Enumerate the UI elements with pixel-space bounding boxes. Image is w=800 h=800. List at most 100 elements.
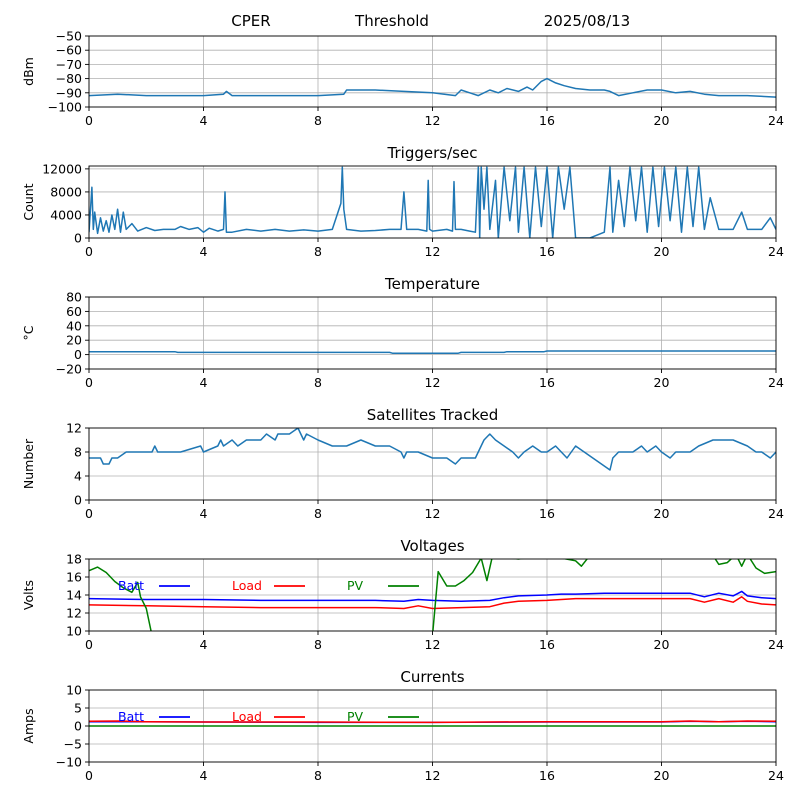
satellites-tracked-series-line xyxy=(89,428,776,471)
y-tick-label: 8 xyxy=(74,445,82,460)
header-site: CPER xyxy=(231,12,270,30)
voltages-series-batt xyxy=(89,590,776,603)
x-tick-label: 8 xyxy=(314,506,322,521)
y-tick-label: −100 xyxy=(48,100,82,115)
voltages-series-pv xyxy=(89,559,776,631)
x-tick-label: 8 xyxy=(314,244,322,259)
y-tick-label: 12 xyxy=(66,421,82,436)
y-tick-label: −80 xyxy=(56,71,82,86)
y-tick-label: 10 xyxy=(66,683,82,698)
x-tick-label: 20 xyxy=(654,637,670,652)
satellites-tracked-title: Satellites Tracked xyxy=(367,406,498,424)
x-tick-label: 20 xyxy=(654,375,670,390)
x-tick-label: 12 xyxy=(425,375,441,390)
voltages-series-load xyxy=(89,596,776,610)
y-tick-label: 60 xyxy=(66,304,82,319)
x-tick-label: 0 xyxy=(85,768,93,783)
signal-level-series-line xyxy=(89,77,776,98)
legend-label-batt: Batt xyxy=(118,578,144,593)
temperature-series-line xyxy=(89,350,776,354)
x-tick-label: 12 xyxy=(425,768,441,783)
x-tick-label: 20 xyxy=(654,113,670,128)
y-tick-label: 0 xyxy=(74,231,82,246)
x-tick-label: 16 xyxy=(539,768,555,783)
y-tick-label: 0 xyxy=(74,719,82,734)
y-tick-label: 5 xyxy=(74,701,82,716)
y-tick-label: 4000 xyxy=(50,207,82,222)
x-tick-label: 4 xyxy=(200,637,208,652)
x-tick-label: 4 xyxy=(200,506,208,521)
y-tick-label: 0 xyxy=(74,493,82,508)
y-tick-label: −20 xyxy=(56,362,82,377)
satellites-tracked-panel: 0 4 8 12 16 20 24 0 4 8 12 Satellites Tracked Number xyxy=(21,406,784,521)
x-tick-label: 24 xyxy=(768,768,784,783)
x-tick-label: 24 xyxy=(768,506,784,521)
y-tick-label: −70 xyxy=(56,57,82,72)
y-tick-label: 12 xyxy=(66,606,82,621)
temperature-ylabel: °C xyxy=(21,325,36,340)
signal-level-ylabel: dBm xyxy=(21,57,36,86)
x-tick-label: 4 xyxy=(200,375,208,390)
x-tick-label: 16 xyxy=(539,375,555,390)
currents-title: Currents xyxy=(400,668,464,686)
header-mode: Threshold xyxy=(354,12,429,30)
x-tick-label: 16 xyxy=(539,113,555,128)
x-tick-label: 4 xyxy=(200,113,208,128)
y-tick-label: 16 xyxy=(66,570,82,585)
y-tick-label: 18 xyxy=(66,552,82,567)
x-tick-label: 8 xyxy=(314,375,322,390)
legend-label-pv: PV xyxy=(347,709,364,724)
x-tick-label: 0 xyxy=(85,506,93,521)
signal-level-panel: 0 4 8 12 16 20 24 −100−90−80−70−60−50 dBm xyxy=(21,29,784,129)
x-tick-label: 0 xyxy=(85,375,93,390)
x-tick-label: 12 xyxy=(425,244,441,259)
satellites-tracked-ylabel: Number xyxy=(21,438,36,489)
x-tick-label: 16 xyxy=(539,637,555,652)
y-tick-label: 10 xyxy=(66,624,82,639)
y-tick-label: 80 xyxy=(66,290,82,305)
legend-label-load: Load xyxy=(232,709,262,724)
triggers-sec-panel: 0 4 8 12 16 20 24 0 4000 8000 12000 Triggers/sec Cou… xyxy=(21,144,784,259)
currents-panel: 0 4 8 12 16 20 24 −10 −5 0 5 10 Currents Amps Batt Load… xyxy=(21,668,784,783)
temperature-title: Temperature xyxy=(384,275,480,293)
x-tick-label: 4 xyxy=(200,244,208,259)
x-tick-label: 8 xyxy=(314,113,322,128)
voltages-title: Voltages xyxy=(400,537,464,555)
x-tick-label: 24 xyxy=(768,113,784,128)
legend-label-pv: PV xyxy=(347,578,364,593)
y-tick-label: 12000 xyxy=(42,161,82,176)
x-tick-label: 20 xyxy=(654,768,670,783)
x-tick-label: 16 xyxy=(539,506,555,521)
y-tick-label: 20 xyxy=(66,333,82,348)
legend-label-batt: Batt xyxy=(118,709,144,724)
voltages-panel: 0 4 8 12 16 20 24 10 12 14 16 18 Voltages Volts Batt Lo… xyxy=(21,537,784,652)
y-tick-label: −90 xyxy=(56,85,82,100)
y-tick-label: 4 xyxy=(74,469,82,484)
y-tick-label: −10 xyxy=(56,755,82,770)
x-tick-label: 0 xyxy=(85,244,93,259)
triggers-sec-series-line xyxy=(89,166,776,238)
x-tick-label: 24 xyxy=(768,637,784,652)
figure-header: CPER Threshold 2025/08/13 xyxy=(231,12,630,30)
x-tick-label: 12 xyxy=(425,506,441,521)
x-tick-label: 12 xyxy=(425,113,441,128)
legend-label-load: Load xyxy=(232,578,262,593)
x-tick-label: 20 xyxy=(654,244,670,259)
voltages-ylabel: Volts xyxy=(21,580,36,610)
x-tick-label: 20 xyxy=(654,506,670,521)
x-tick-label: 16 xyxy=(539,244,555,259)
x-tick-label: 0 xyxy=(85,637,93,652)
triggers-sec-title: Triggers/sec xyxy=(387,144,478,162)
x-tick-label: 4 xyxy=(200,768,208,783)
y-tick-label: 40 xyxy=(66,318,82,333)
x-tick-label: 24 xyxy=(768,375,784,390)
x-tick-label: 12 xyxy=(425,637,441,652)
y-tick-label: 14 xyxy=(66,588,82,603)
y-tick-label: 0 xyxy=(74,347,82,362)
x-tick-label: 8 xyxy=(314,768,322,783)
currents-ylabel: Amps xyxy=(21,708,36,743)
header-date: 2025/08/13 xyxy=(544,12,630,30)
